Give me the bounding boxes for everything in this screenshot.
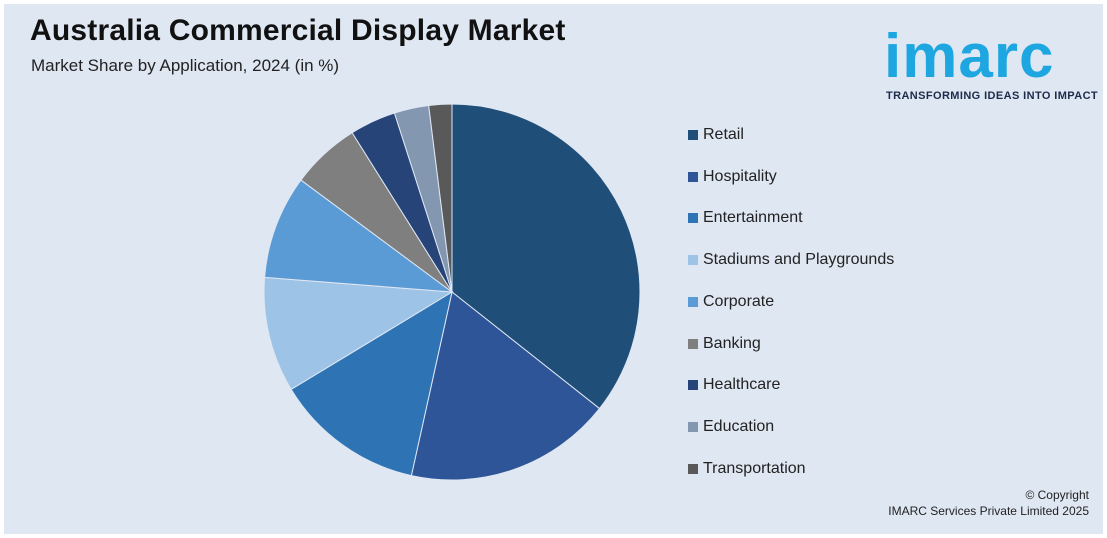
legend-swatch-retail	[688, 130, 698, 140]
legend-swatch-corporate	[688, 296, 698, 307]
logo-tagline: TRANSFORMING IDEAS INTO IMPACT	[886, 90, 1099, 102]
pie-slice-retail	[451, 103, 641, 410]
pie-slice-transportation	[428, 103, 453, 293]
legend-label-education: Education	[703, 417, 775, 435]
pie-slice-hospitality	[410, 291, 601, 481]
legend-label-corporate: Corporate	[703, 292, 775, 310]
legend-swatch-entertainment	[688, 213, 698, 224]
legend-swatch-healthcare	[688, 380, 698, 391]
legend-label-transportation: Transportation	[703, 459, 806, 477]
copyright-line-1: © Copyright	[1025, 488, 1089, 502]
imarc-logo: imarc TRANSFORMING IDEAS INTO IMPACT	[882, 12, 1098, 104]
legend-swatch-banking	[688, 338, 698, 349]
logo-wordmark: imarc	[884, 22, 1055, 91]
legend-swatch-transportation	[688, 463, 698, 474]
pie-slice-stadiums-and-playgrounds	[263, 276, 454, 391]
pie-slice-corporate	[264, 179, 454, 293]
copyright-notice: © Copyright IMARC Services Private Limit…	[888, 487, 1089, 519]
legend-swatch-hospitality	[688, 171, 698, 182]
chart-subtitle: Market Share by Application, 2024 (in %)	[31, 56, 340, 75]
legend-swatch-education	[688, 421, 698, 432]
legend-label-stadiums-and-playgrounds: Stadiums and Playgrounds	[703, 251, 895, 269]
copyright-line-2: IMARC Services Private Limited 2025	[888, 504, 1089, 518]
legend-label-entertainment: Entertainment	[703, 209, 803, 227]
pie-slice-entertainment	[290, 290, 453, 477]
chart-title: Australia Commercial Display Market	[30, 14, 566, 47]
legend-label-healthcare: Healthcare	[703, 376, 781, 394]
legend-label-banking: Banking	[703, 334, 761, 352]
legend-label-retail: Retail	[703, 126, 744, 143]
legend-label-hospitality: Hospitality	[703, 167, 777, 185]
legend-swatch-stadiums-and-playgrounds	[688, 255, 698, 266]
